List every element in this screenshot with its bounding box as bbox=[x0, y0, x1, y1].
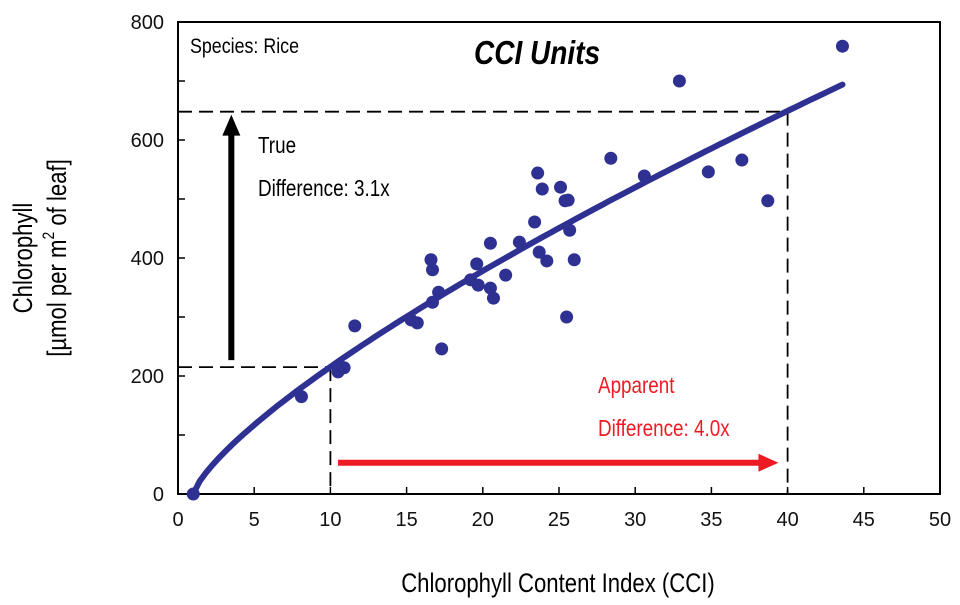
y-axis-label-end: of leaf] bbox=[43, 159, 73, 232]
data-point bbox=[761, 194, 775, 208]
data-point bbox=[535, 182, 549, 196]
data-point bbox=[186, 487, 200, 501]
x-tick-label: 50 bbox=[929, 509, 951, 531]
data-point bbox=[499, 268, 513, 282]
y-axis-label-sup: 2 bbox=[40, 232, 59, 240]
y-tick-label: 600 bbox=[131, 130, 164, 152]
x-tick-label: 0 bbox=[172, 509, 183, 531]
y-axis-label-line2: [µmol per m2 of leaf] bbox=[40, 159, 73, 357]
fit-curve bbox=[190, 81, 846, 497]
apparent-difference-arrowhead bbox=[758, 453, 779, 472]
data-point bbox=[604, 151, 618, 165]
y-axis-label-line1: Chlorophyll bbox=[9, 203, 39, 314]
data-point bbox=[563, 223, 577, 237]
x-tick-label: 25 bbox=[548, 509, 570, 531]
data-point bbox=[701, 165, 715, 179]
x-tick-label: 15 bbox=[395, 509, 417, 531]
data-point bbox=[483, 281, 497, 295]
true-difference-arrowhead bbox=[222, 114, 241, 136]
data-point bbox=[426, 263, 440, 277]
data-point bbox=[637, 169, 651, 183]
data-point bbox=[426, 295, 440, 309]
x-tick-label: 10 bbox=[319, 509, 341, 531]
x-tick-label: 40 bbox=[776, 509, 798, 531]
x-tick-label: 35 bbox=[700, 509, 722, 531]
x-axis-label: Chlorophyll Content Index (CCI) bbox=[401, 569, 715, 599]
data-point bbox=[532, 245, 546, 259]
data-point bbox=[424, 253, 438, 267]
data-point bbox=[561, 193, 575, 207]
true-diff-line2: Difference: 3.1x bbox=[258, 176, 390, 201]
apparent-diff-line2: Difference: 4.0x bbox=[598, 416, 730, 441]
data-point bbox=[560, 310, 574, 324]
data-point bbox=[554, 180, 568, 194]
true-diff-line1: True bbox=[258, 133, 296, 158]
data-point bbox=[470, 257, 484, 271]
data-point bbox=[348, 319, 362, 333]
y-axis-label-unit: [µmol per m bbox=[43, 240, 73, 357]
data-point bbox=[672, 74, 686, 88]
y-tick-label: 400 bbox=[131, 248, 164, 270]
data-point bbox=[435, 342, 449, 356]
data-point bbox=[540, 254, 554, 268]
data-point bbox=[567, 253, 581, 267]
species-label: Species: Rice bbox=[190, 35, 299, 59]
data-point bbox=[486, 291, 500, 305]
x-tick-label: 30 bbox=[624, 509, 646, 531]
data-point bbox=[294, 390, 308, 404]
chart-title: CCI Units bbox=[474, 35, 600, 72]
data-point bbox=[483, 236, 497, 250]
x-tick-label: 20 bbox=[472, 509, 494, 531]
data-point bbox=[512, 235, 526, 249]
data-point bbox=[471, 278, 485, 292]
data-point bbox=[835, 39, 849, 53]
apparent-diff-line1: Apparent bbox=[598, 373, 675, 398]
data-point bbox=[432, 285, 446, 299]
data-point bbox=[528, 215, 542, 229]
y-tick-label: 800 bbox=[131, 12, 164, 34]
data-point bbox=[531, 166, 545, 180]
data-point bbox=[410, 316, 424, 330]
x-tick-label: 5 bbox=[249, 509, 260, 531]
y-tick-label: 200 bbox=[131, 366, 164, 388]
data-point bbox=[337, 361, 351, 375]
y-tick-label: 0 bbox=[153, 484, 164, 506]
data-point bbox=[735, 153, 749, 167]
x-tick-label: 45 bbox=[853, 509, 875, 531]
